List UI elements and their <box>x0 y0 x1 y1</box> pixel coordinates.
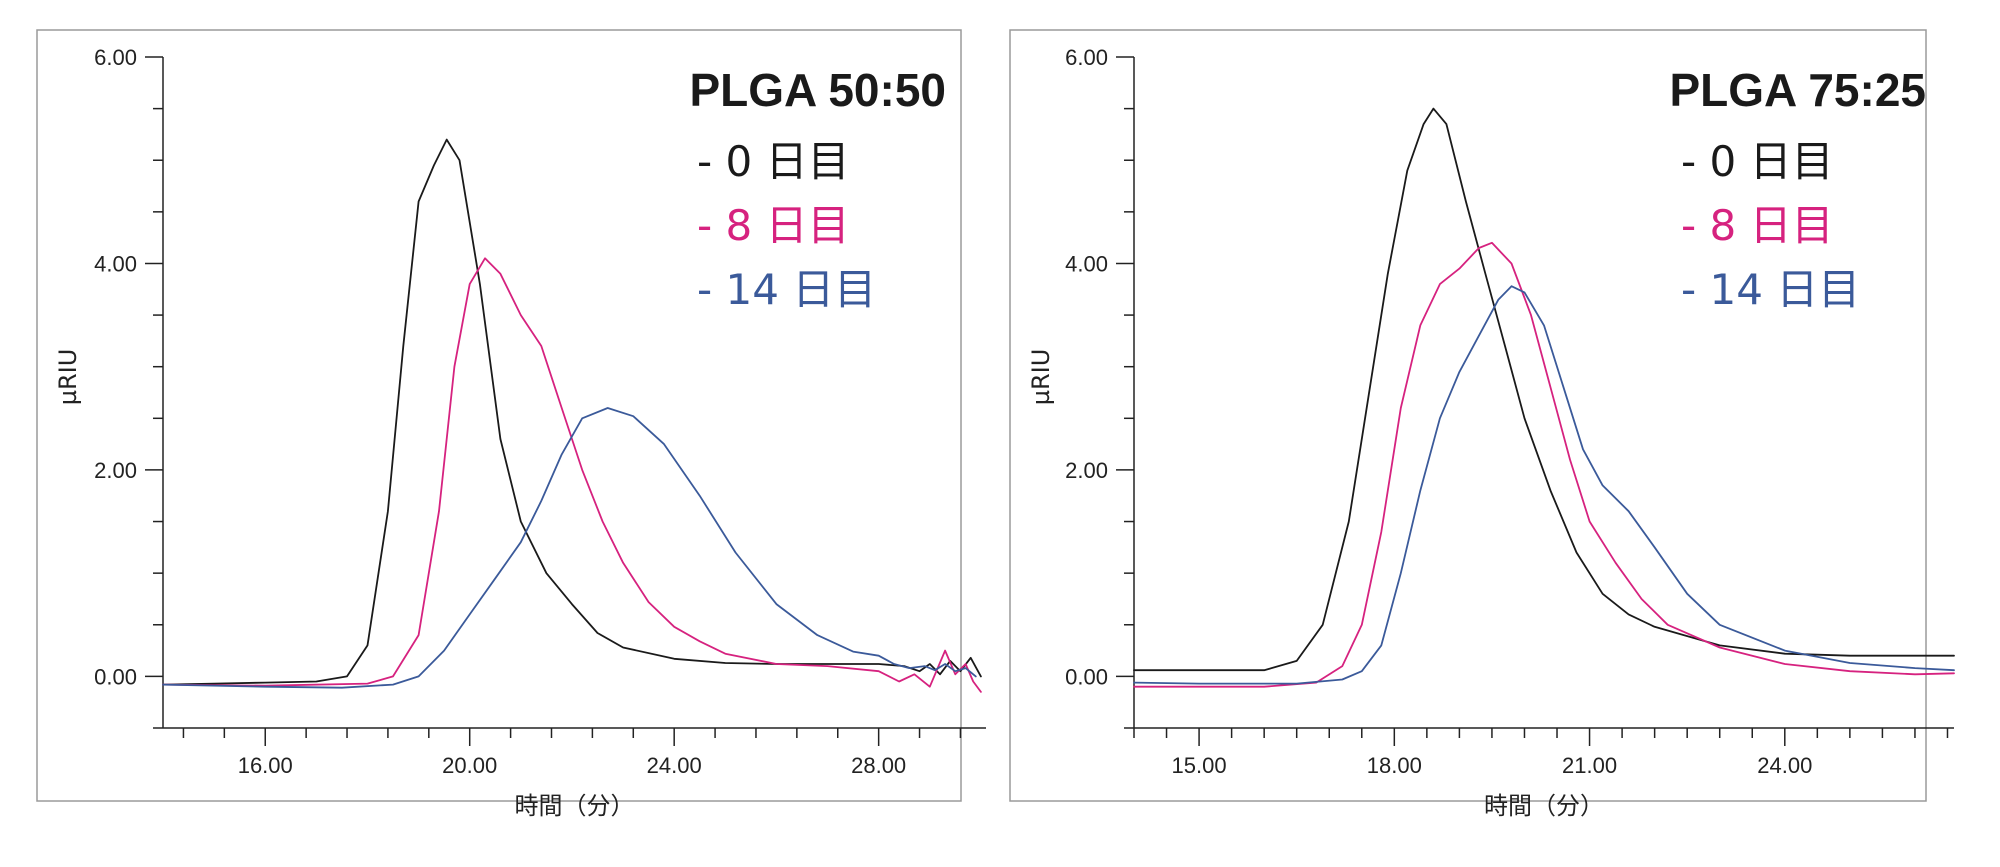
x-tick-label: 24.00 <box>647 753 702 778</box>
y-axis-title: µRIU <box>54 349 82 406</box>
x-tick-label: 21.00 <box>1562 753 1617 778</box>
y-tick-label: 2.00 <box>1065 458 1108 483</box>
y-tick-label: 0.00 <box>94 664 137 689</box>
x-axis-title: 時間（分） <box>515 792 635 820</box>
panel-frame <box>36 29 962 802</box>
chart-title: PLGA 75:25 <box>1669 64 1926 116</box>
series-line-0 <box>162 138 982 686</box>
legend-entry-0: - 0 日目 <box>1681 137 1834 186</box>
chart-panel-plga-75-25: 0.00 2.00 4.00 6.00 15.00 18.00 21.00 24.00 時間（分… <box>1009 29 1955 820</box>
chart-title: PLGA 50:50 <box>689 64 946 116</box>
chart-panel-plga-50-50: 0.00 2.00 4.00 6.00 16.00 20.00 24.00 28.00 時間（分… <box>36 29 986 820</box>
x-tick-label: 15.00 <box>1172 753 1227 778</box>
x-tick-label: 18.00 <box>1367 753 1422 778</box>
x-tick-label: 20.00 <box>442 753 497 778</box>
legend-entry-2: - 14 日目 <box>1681 265 1860 314</box>
series-line-2 <box>162 407 977 689</box>
x-axis-title: 時間（分） <box>1484 792 1604 820</box>
legend-entry-2: - 14 日目 <box>697 265 876 314</box>
y-tick-label: 6.00 <box>1065 45 1108 70</box>
series-line-1 <box>162 257 982 693</box>
y-tick-label: 4.00 <box>1065 251 1108 276</box>
series-line-1 <box>1133 241 1955 688</box>
series-line-2 <box>1133 285 1955 685</box>
panel-frame <box>1009 29 1927 802</box>
y-tick-label: 6.00 <box>94 45 137 70</box>
y-axis-title: µRIU <box>1027 349 1055 406</box>
x-tick-label: 24.00 <box>1757 753 1812 778</box>
y-tick-label: 4.00 <box>94 251 137 276</box>
x-tick-label: 28.00 <box>851 753 906 778</box>
y-tick-label: 2.00 <box>94 458 137 483</box>
legend-entry-1: - 8 日目 <box>697 201 850 250</box>
x-tick-label: 16.00 <box>238 753 293 778</box>
legend-entry-1: - 8 日目 <box>1681 201 1834 250</box>
y-tick-label: 0.00 <box>1065 664 1108 689</box>
legend-entry-0: - 0 日目 <box>697 137 850 186</box>
